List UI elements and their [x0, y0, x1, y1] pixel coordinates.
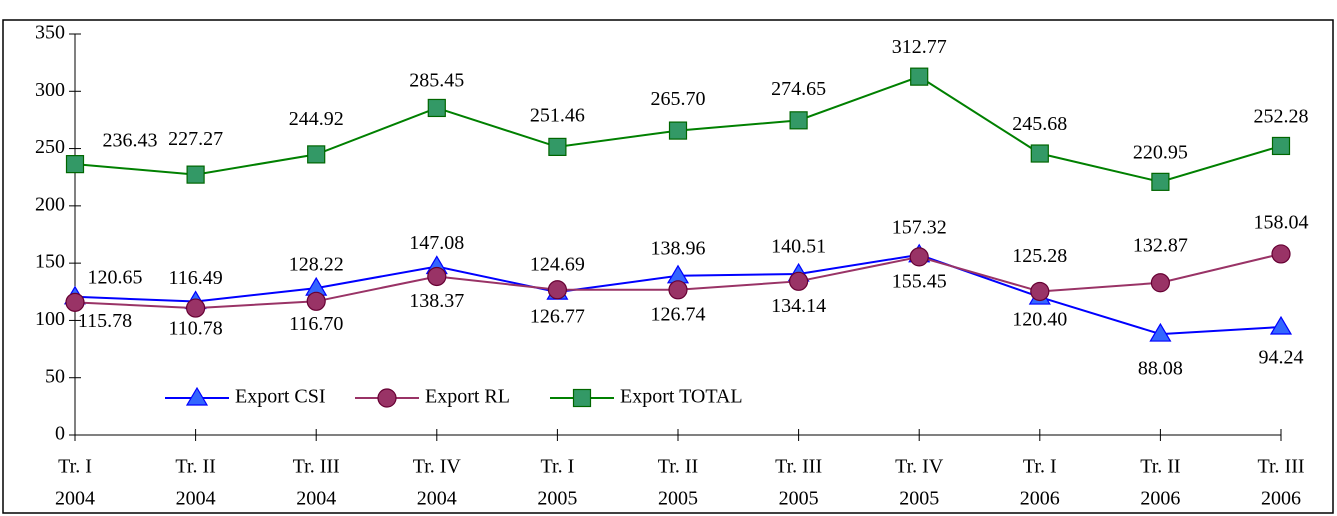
chart-border	[2, 19, 1334, 514]
data-label: 252.28	[1254, 106, 1309, 128]
data-label: 110.78	[168, 318, 222, 340]
point	[547, 280, 568, 300]
data-label: 88.08	[1138, 358, 1183, 380]
data-label: 138.37	[409, 290, 464, 312]
x-tick-label: 2006	[1020, 488, 1060, 510]
data-label: 157.32	[892, 216, 947, 238]
data-label: 128.22	[289, 254, 344, 276]
point	[1150, 273, 1171, 293]
y-tick-label: 300	[35, 79, 65, 101]
point	[65, 155, 85, 174]
x-tick-label: 2004	[296, 488, 336, 510]
x-tick-label: Tr. III	[293, 456, 340, 478]
point	[909, 247, 929, 267]
point	[1271, 136, 1291, 156]
data-label: 245.68	[1012, 113, 1067, 135]
point	[1271, 244, 1291, 264]
legend-label: Export TOTAL	[620, 386, 743, 408]
y-tick-label: 200	[35, 193, 65, 215]
point	[668, 280, 688, 300]
legend-marker	[377, 388, 397, 408]
y-tick-label: 100	[35, 308, 65, 330]
x-tick-label: 2006	[1261, 488, 1301, 510]
legend-label: Export CSI	[235, 386, 326, 408]
data-label: 120.40	[1012, 309, 1067, 331]
data-label: 134.14	[771, 295, 826, 317]
legend-label: Export RL	[425, 386, 510, 408]
x-tick-label: Tr. II	[658, 456, 698, 478]
data-label: 312.77	[892, 36, 947, 58]
x-tick-label: Tr. III	[1257, 456, 1304, 478]
data-label: 236.43	[103, 130, 158, 152]
data-label: 125.28	[1012, 245, 1067, 267]
data-label: 124.69	[530, 254, 585, 276]
point	[427, 266, 447, 287]
data-label: 265.70	[651, 88, 706, 110]
data-label: 227.27	[168, 128, 223, 150]
point	[1151, 172, 1170, 191]
point	[306, 291, 326, 311]
x-tick-label: Tr. IV	[413, 456, 462, 478]
point	[788, 271, 809, 291]
x-tick-label: Tr. II	[1140, 456, 1180, 478]
x-tick-label: 2006	[1140, 488, 1180, 510]
x-tick-label: Tr. I	[541, 456, 575, 478]
point	[65, 292, 85, 312]
x-tick-label: 2005	[537, 488, 577, 510]
data-label: 120.65	[88, 266, 143, 288]
data-label: 132.87	[1133, 234, 1188, 256]
x-tick-label: Tr. III	[775, 456, 822, 478]
x-tick-label: 2004	[55, 488, 95, 510]
data-label: 285.45	[409, 70, 464, 92]
y-tick-label: 150	[35, 251, 65, 273]
point	[1030, 144, 1049, 163]
data-label: 140.51	[771, 236, 826, 258]
point	[186, 298, 206, 318]
point	[910, 67, 929, 86]
x-tick-label: Tr. I	[1023, 456, 1057, 478]
point	[307, 145, 326, 164]
point	[668, 121, 688, 140]
data-label: 115.78	[78, 310, 132, 332]
point	[1269, 315, 1293, 335]
data-label: 274.65	[771, 78, 826, 100]
x-tick-label: 2005	[899, 488, 939, 510]
data-label: 126.77	[530, 305, 585, 327]
point	[789, 111, 808, 130]
x-tick-label: 2004	[176, 488, 216, 510]
data-label: 126.74	[651, 303, 706, 325]
x-tick-label: Tr. I	[58, 456, 92, 478]
data-label: 244.92	[289, 108, 344, 130]
legend-marker	[185, 386, 209, 406]
y-tick-label: 50	[45, 365, 65, 387]
x-tick-label: 2005	[779, 488, 819, 510]
x-tick-label: Tr. II	[175, 456, 215, 478]
data-label: 116.70	[289, 313, 343, 335]
data-label: 116.49	[168, 267, 222, 289]
data-label: 147.08	[409, 232, 464, 254]
y-tick-label: 0	[55, 423, 65, 445]
x-tick-label: Tr. IV	[895, 456, 944, 478]
x-tick-label: 2005	[658, 488, 698, 510]
point	[1030, 281, 1050, 302]
point	[548, 137, 567, 156]
y-tick-label: 250	[35, 136, 65, 158]
data-label: 94.24	[1259, 347, 1304, 369]
point	[427, 98, 446, 118]
legend-marker	[572, 388, 592, 408]
data-label: 220.95	[1133, 141, 1188, 163]
data-label: 155.45	[892, 270, 947, 292]
data-label: 138.96	[651, 237, 706, 259]
data-label: 158.04	[1254, 212, 1309, 234]
x-tick-label: 2004	[417, 488, 457, 510]
data-label: 251.46	[530, 104, 585, 126]
point	[1149, 322, 1172, 342]
y-tick-label: 350	[35, 22, 65, 44]
point	[186, 165, 205, 184]
